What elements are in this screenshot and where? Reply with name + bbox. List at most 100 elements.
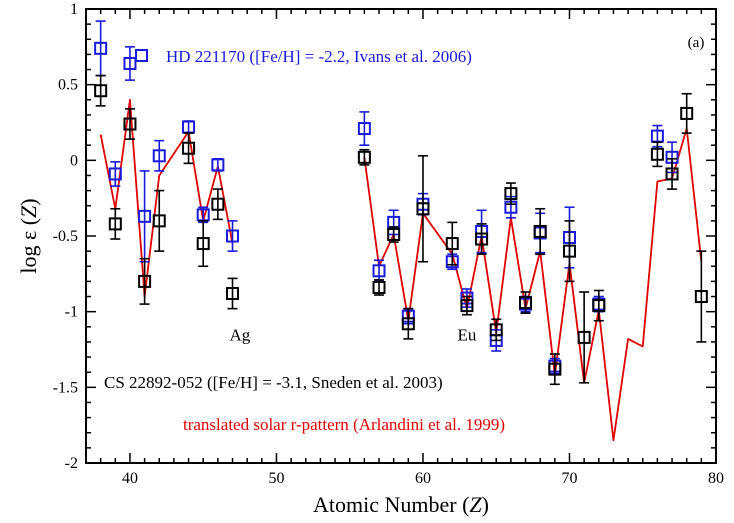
square-marker — [108, 167, 122, 181]
point-hd221170 — [226, 220, 240, 252]
point-cs22892 — [489, 318, 503, 342]
point-cs22892 — [680, 92, 694, 134]
square-marker — [226, 229, 240, 243]
square-marker — [152, 149, 166, 163]
legend-marker-hd221170 — [135, 49, 148, 62]
square-marker — [401, 317, 415, 331]
x-axis-title: Atomic Number (Z) — [313, 492, 489, 517]
legend-label-hd221170: HD 221170 ([Fe/H] = -2.2, Ivans et al. 2… — [166, 47, 472, 66]
square-marker — [226, 287, 240, 301]
y-tick-label: -2 — [65, 455, 78, 472]
square-marker — [138, 274, 152, 288]
point-cs22892 — [152, 189, 166, 252]
point-hd221170 — [372, 259, 386, 283]
axis-ticks: 40 50 60 70 80 -2 -1.5 -1 -0.5 0 0.5 1 Ag Eu — [53, 1, 724, 487]
y-tick-label: 1 — [70, 1, 78, 18]
point-cs22892 — [357, 148, 371, 166]
square-marker — [533, 224, 547, 238]
point-cs22892 — [475, 223, 489, 255]
square-marker — [138, 209, 152, 223]
y-axis-title: log ε (Z) — [16, 198, 41, 273]
x-tick-label: 40 — [122, 470, 138, 487]
point-hd221170 — [123, 46, 137, 81]
square-marker — [211, 197, 225, 211]
square-marker — [504, 187, 518, 201]
square-marker — [445, 237, 459, 251]
square-marker — [519, 296, 533, 310]
legend-label-cs22892: CS 22892-052 ([Fe/H] = -3.1, Sneden et a… — [104, 373, 443, 392]
x-tick-label: 60 — [415, 470, 431, 487]
plot-frame — [85, 8, 717, 464]
square-marker — [357, 150, 371, 164]
square-marker — [694, 290, 708, 304]
square-marker — [387, 227, 401, 241]
point-cs22892 — [211, 188, 225, 221]
point-cs22892 — [694, 250, 708, 343]
x-tick-label: 50 — [268, 470, 284, 487]
solar-r-pattern-line — [363, 127, 703, 442]
panel-label: (a) — [688, 35, 705, 51]
point-cs22892 — [533, 207, 547, 255]
square-marker — [475, 232, 489, 246]
point-hd221170 — [94, 20, 108, 77]
point-cs22892 — [182, 132, 196, 165]
square-marker — [94, 84, 108, 98]
square-marker — [123, 117, 137, 131]
x-tick-label: 70 — [561, 470, 577, 487]
square-marker — [152, 214, 166, 228]
square-marker — [416, 202, 430, 216]
point-cs22892 — [519, 291, 533, 314]
legend-label-solar-r: translated solar r-pattern (Arlandini et… — [183, 415, 505, 434]
square-marker — [196, 237, 210, 251]
point-cs22892 — [665, 158, 679, 190]
point-hd221170 — [152, 139, 166, 172]
square-marker — [108, 217, 122, 231]
x-tick-label: 80 — [708, 470, 724, 487]
square-marker — [357, 122, 371, 136]
element-annotation: Ag — [229, 325, 250, 344]
square-marker — [372, 280, 386, 294]
element-annotation: Eu — [457, 325, 476, 344]
square-marker — [577, 330, 591, 344]
point-hd221170 — [182, 120, 196, 134]
point-cs22892 — [445, 221, 459, 266]
y-tick-label: -1 — [65, 304, 78, 321]
point-cs22892 — [650, 141, 664, 168]
square-marker — [562, 244, 576, 258]
point-cs22892 — [460, 295, 474, 316]
point-cs22892 — [548, 353, 562, 386]
point-hd221170 — [357, 111, 371, 146]
square-marker — [592, 299, 606, 313]
point-hd221170 — [211, 158, 225, 172]
square-marker — [460, 299, 474, 313]
y-tick-label: 0.5 — [58, 77, 78, 94]
point-cs22892 — [387, 226, 401, 243]
point-cs22892 — [226, 277, 240, 310]
point-hd221170 — [108, 161, 122, 187]
x-axis-label: Atomic Number — [313, 492, 457, 517]
square-marker — [680, 106, 694, 120]
point-cs22892 — [94, 74, 108, 107]
square-marker — [372, 264, 386, 278]
point-cs22892 — [196, 220, 210, 268]
y-axis-symbol: Z — [16, 205, 41, 218]
point-cs22892 — [504, 182, 518, 206]
y-axis-label: log ε — [16, 231, 41, 274]
square-marker — [650, 147, 664, 161]
y-tick-label: 0 — [70, 152, 78, 169]
y-tick-label: -1.5 — [53, 379, 78, 396]
legend-hd221170: HD 221170 ([Fe/H] = -2.2, Ivans et al. 2… — [135, 47, 472, 66]
square-marker — [123, 56, 137, 70]
square-marker — [665, 167, 679, 181]
point-cs22892 — [123, 108, 137, 140]
point-cs22892 — [416, 154, 430, 263]
square-marker — [182, 141, 196, 155]
point-cs22892 — [401, 307, 415, 340]
square-marker — [211, 158, 225, 172]
plot-area — [94, 20, 708, 442]
y-tick-label: -0.5 — [53, 228, 78, 245]
point-cs22892 — [577, 291, 591, 384]
x-axis-symbol: Z — [469, 492, 482, 517]
square-marker — [548, 362, 562, 376]
